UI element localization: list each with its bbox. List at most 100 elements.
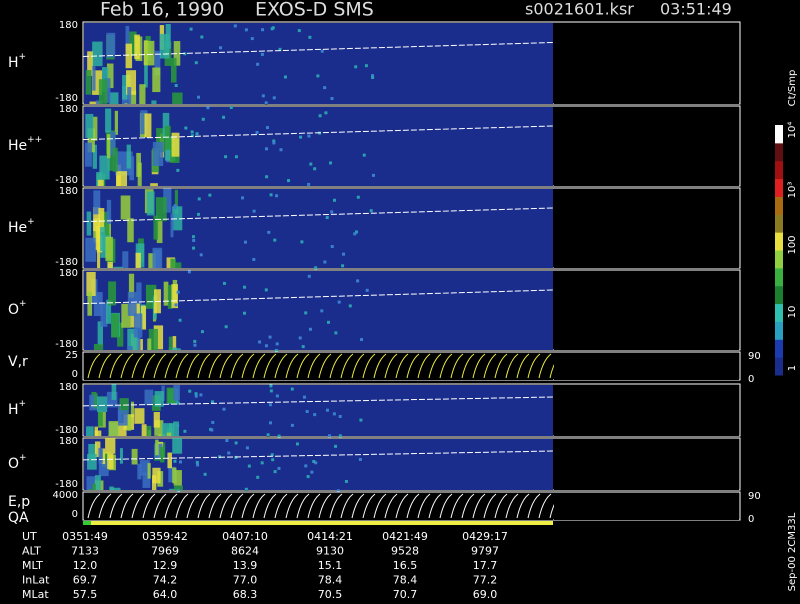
spectrogram-cell — [287, 179, 290, 182]
spectrogram-cell — [275, 194, 278, 197]
spectrogram-cell — [190, 28, 193, 31]
spectrogram-cell — [302, 345, 305, 348]
spectrogram-cell — [253, 210, 256, 213]
spectrogram-cell — [196, 463, 199, 466]
cell: 9797 — [471, 545, 499, 558]
colorbar-segment — [775, 125, 783, 143]
spectrogram-cell — [265, 288, 268, 291]
spectrogram-cell — [142, 424, 147, 436]
date: Feb 16, 1990 — [100, 0, 224, 21]
cell: 0429:17 — [462, 530, 508, 543]
spectrogram-cell — [200, 35, 203, 38]
tick-label: -180 — [55, 175, 78, 186]
spectrogram-cell — [106, 33, 115, 58]
spectrogram-cell — [147, 339, 151, 350]
colorbar-segment — [775, 232, 783, 250]
tick-label: 180 — [59, 382, 78, 393]
qa-label: QA — [8, 510, 29, 526]
spectrogram-cell — [136, 153, 141, 177]
spectrogram-cell — [248, 465, 251, 468]
colorbar-segment — [775, 179, 783, 197]
spectrogram-cell — [308, 36, 311, 39]
spectrogram-cell — [326, 216, 329, 219]
spectrogram-cell — [120, 448, 123, 464]
spectrogram-cell — [256, 476, 259, 479]
file: s0021601.ksr — [525, 0, 634, 19]
spectrogram-cell — [199, 393, 202, 396]
spectrogram-cell — [144, 41, 154, 66]
spectrogram-cell — [173, 385, 180, 401]
spectrogram-cell — [108, 281, 116, 305]
spectrogram-cell — [85, 143, 92, 167]
spectrogram-cell — [107, 200, 111, 224]
spectrogram-cell — [197, 96, 200, 99]
cell: 7133 — [71, 545, 99, 558]
spectrogram-cell — [152, 67, 160, 92]
tick-label: 180 — [59, 20, 78, 31]
spectrogram-cell — [109, 421, 119, 436]
row-label: ALT — [22, 545, 41, 558]
spectrogram-cell — [219, 46, 222, 49]
spectrogram-cell — [188, 390, 191, 393]
spectrogram-cell — [273, 96, 276, 99]
no-data — [554, 271, 739, 350]
spectrogram-cell — [323, 261, 326, 264]
no-data — [554, 353, 739, 380]
panel-label: He++ — [8, 135, 42, 155]
spectrogram-cell — [179, 319, 182, 322]
cell: 8624 — [231, 545, 259, 558]
spectrogram-cell — [265, 147, 268, 150]
tick-label: 180 — [59, 436, 78, 447]
spectrogram-cell — [244, 241, 247, 244]
spectrogram-cell — [172, 468, 176, 484]
cell: 9130 — [316, 545, 344, 558]
spectrogram-cell — [304, 464, 307, 467]
right-tick-label: 90 — [748, 351, 761, 362]
spectrogram-cell — [345, 480, 348, 483]
tick-label: 180 — [59, 186, 78, 197]
spectrogram-cell — [193, 340, 196, 343]
spectrogram-cell — [98, 411, 103, 427]
spectrogram-cell — [100, 227, 105, 251]
spectrogram-cell — [155, 440, 158, 456]
spectrogram-cell — [126, 44, 133, 69]
spectrogram-cell — [309, 328, 312, 331]
spectrogram-cell — [204, 473, 207, 476]
spectrogram-cell — [223, 408, 226, 411]
spectrogram-cell — [154, 412, 160, 428]
qa-bar — [83, 521, 553, 525]
colorbar-segment — [775, 268, 783, 286]
colorbar-segment — [775, 286, 783, 304]
spectrogram-cell — [265, 101, 268, 104]
spectrogram-cell — [324, 111, 327, 114]
spectrogram-cell — [153, 142, 163, 166]
no-data — [554, 189, 739, 268]
row-label: MLT — [22, 559, 43, 572]
spectrogram-cell — [98, 180, 104, 186]
spectrogram-cell — [160, 447, 164, 463]
spectrogram-cell — [132, 449, 138, 465]
spectrogram-cell — [356, 279, 359, 282]
cell: 77.2 — [473, 574, 498, 587]
charge: + — [27, 217, 35, 227]
spectrogram-cell — [306, 410, 309, 413]
cell: 77.0 — [233, 574, 258, 587]
tick-label: -180 — [55, 93, 78, 104]
colorbar-segment — [775, 196, 783, 214]
spectrogram-cell — [206, 106, 209, 109]
cell: 0359:42 — [142, 530, 188, 543]
spectrogram-cell — [227, 451, 230, 454]
spectrogram-cell — [177, 291, 180, 294]
spectrogram-cell — [127, 218, 134, 242]
spectrogram-cell — [179, 460, 182, 463]
colorbar-label: 10 — [787, 306, 798, 319]
spectrogram-cell — [127, 145, 131, 169]
tick-label: 25 — [65, 350, 78, 361]
no-data — [554, 439, 739, 490]
spectrogram-cell — [323, 86, 326, 89]
cell: 9528 — [391, 545, 419, 558]
spectrogram-cell — [127, 87, 131, 104]
spectrogram-cell — [113, 148, 118, 172]
